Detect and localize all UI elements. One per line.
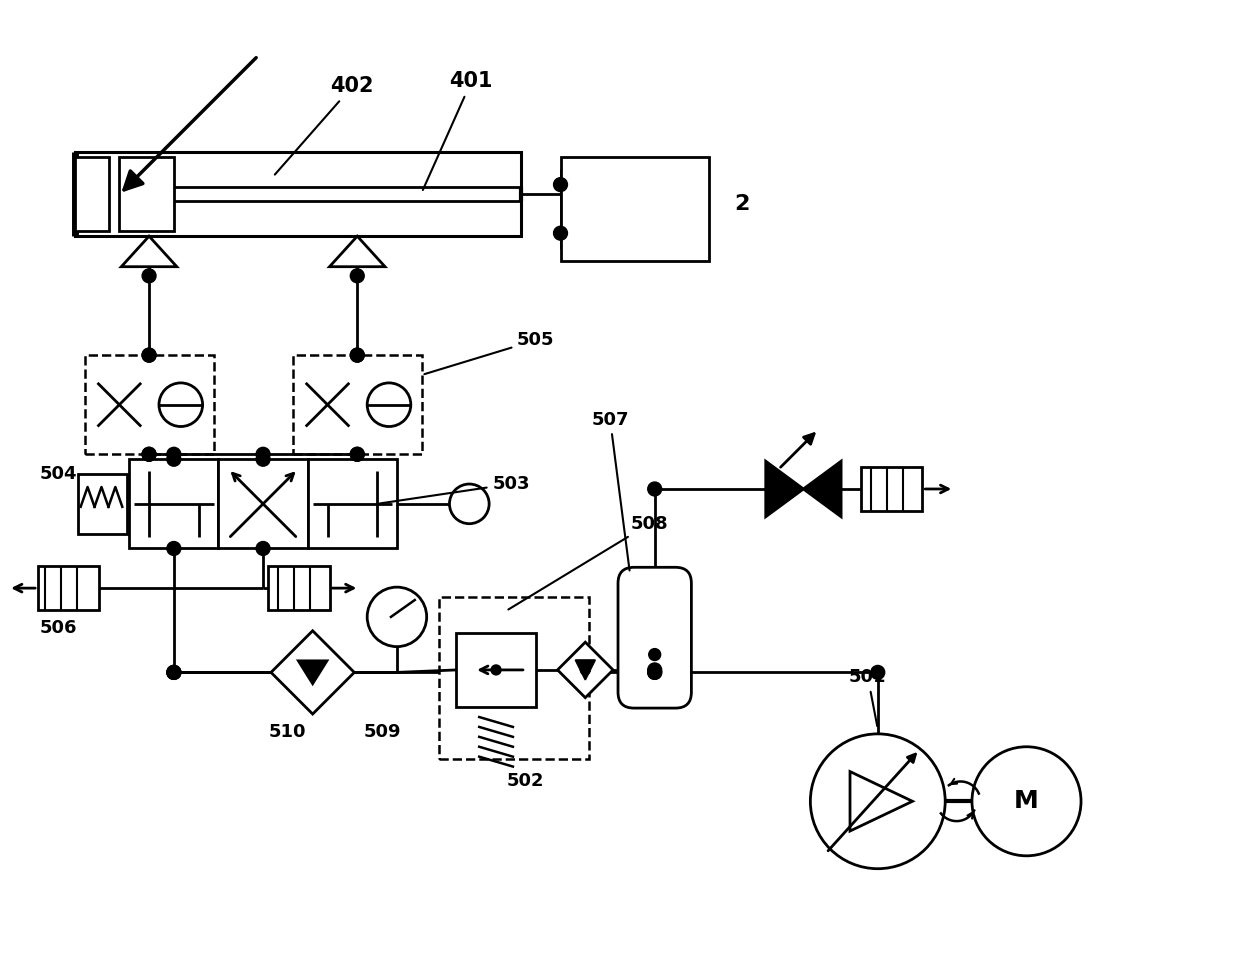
Bar bbox=[293, 356, 422, 454]
Text: 505: 505 bbox=[424, 331, 554, 374]
Polygon shape bbox=[122, 236, 177, 267]
Text: 402: 402 bbox=[275, 76, 374, 174]
Text: 502: 502 bbox=[507, 772, 544, 791]
Circle shape bbox=[649, 649, 661, 660]
Polygon shape bbox=[272, 631, 355, 714]
Bar bbox=[439, 597, 589, 759]
Text: 506: 506 bbox=[40, 618, 78, 637]
Polygon shape bbox=[849, 771, 913, 831]
Circle shape bbox=[870, 665, 884, 679]
Circle shape bbox=[167, 452, 181, 467]
Circle shape bbox=[351, 447, 365, 462]
Text: 510: 510 bbox=[269, 723, 306, 741]
Bar bbox=[129, 459, 218, 548]
Circle shape bbox=[257, 452, 270, 467]
Bar bbox=[78, 474, 128, 534]
Text: 504: 504 bbox=[40, 466, 78, 483]
Bar bbox=[84, 356, 213, 454]
Circle shape bbox=[167, 665, 181, 679]
Bar bbox=[74, 157, 109, 231]
Circle shape bbox=[143, 269, 156, 282]
Circle shape bbox=[257, 542, 270, 555]
Polygon shape bbox=[575, 660, 595, 680]
Text: 503: 503 bbox=[379, 475, 529, 504]
Circle shape bbox=[143, 447, 156, 462]
Polygon shape bbox=[330, 236, 386, 267]
Circle shape bbox=[647, 482, 662, 496]
Text: 2: 2 bbox=[734, 195, 749, 214]
Text: M: M bbox=[1014, 789, 1039, 813]
Text: 501: 501 bbox=[849, 668, 887, 727]
Circle shape bbox=[351, 447, 365, 462]
Circle shape bbox=[351, 348, 365, 362]
Text: 509: 509 bbox=[363, 723, 401, 741]
Bar bbox=[308, 459, 397, 548]
Text: 507: 507 bbox=[591, 410, 630, 571]
Circle shape bbox=[143, 447, 156, 462]
Circle shape bbox=[491, 665, 501, 675]
Bar bbox=[74, 152, 521, 236]
Circle shape bbox=[647, 665, 662, 679]
Circle shape bbox=[167, 665, 181, 679]
Circle shape bbox=[167, 447, 181, 462]
Text: 508: 508 bbox=[508, 514, 668, 610]
Polygon shape bbox=[804, 462, 841, 517]
Bar bbox=[38, 566, 99, 610]
Bar bbox=[268, 566, 330, 610]
Circle shape bbox=[449, 484, 489, 524]
Circle shape bbox=[159, 383, 202, 427]
Bar bbox=[861, 468, 923, 510]
Bar bbox=[560, 157, 709, 261]
Polygon shape bbox=[558, 642, 613, 697]
Circle shape bbox=[143, 348, 156, 362]
Polygon shape bbox=[298, 660, 327, 685]
Circle shape bbox=[972, 747, 1081, 856]
FancyBboxPatch shape bbox=[618, 567, 692, 708]
Circle shape bbox=[351, 348, 365, 362]
Polygon shape bbox=[766, 462, 804, 517]
Circle shape bbox=[167, 665, 181, 679]
Circle shape bbox=[351, 269, 365, 282]
Bar bbox=[119, 157, 174, 231]
Circle shape bbox=[811, 733, 945, 869]
Bar bbox=[218, 459, 308, 548]
Circle shape bbox=[553, 226, 568, 241]
Circle shape bbox=[306, 666, 319, 678]
Circle shape bbox=[367, 383, 410, 427]
Circle shape bbox=[257, 447, 270, 462]
Circle shape bbox=[580, 665, 590, 675]
Circle shape bbox=[143, 348, 156, 362]
Circle shape bbox=[647, 663, 662, 677]
Circle shape bbox=[553, 177, 568, 192]
Circle shape bbox=[167, 542, 181, 555]
Circle shape bbox=[367, 587, 427, 647]
Bar bbox=[456, 633, 536, 707]
Text: 401: 401 bbox=[423, 71, 494, 190]
Circle shape bbox=[647, 665, 662, 679]
